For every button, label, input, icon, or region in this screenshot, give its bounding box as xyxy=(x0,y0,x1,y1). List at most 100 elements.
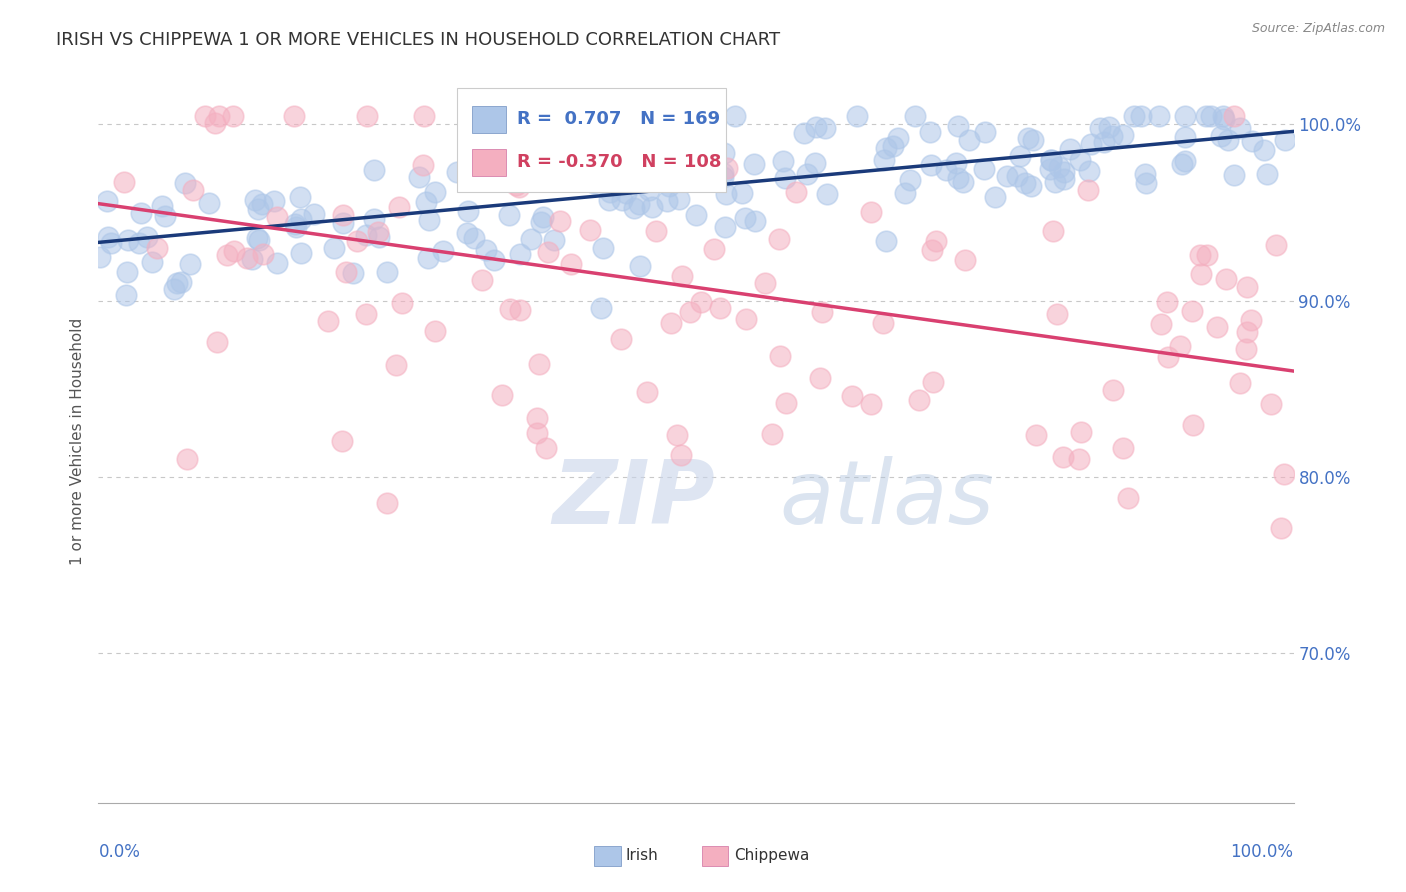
Point xyxy=(1111,128,1133,142)
Point xyxy=(1157,350,1180,364)
Point xyxy=(499,301,522,316)
Point xyxy=(796,167,818,181)
Point xyxy=(1042,223,1064,237)
Point xyxy=(505,178,527,193)
Point xyxy=(247,233,270,247)
Point xyxy=(323,242,346,256)
Point xyxy=(1043,175,1066,189)
Point xyxy=(117,233,139,247)
Point xyxy=(412,109,434,123)
Point xyxy=(332,208,354,222)
Point xyxy=(772,154,794,169)
Point xyxy=(659,317,682,331)
Point xyxy=(356,109,378,123)
Point xyxy=(1209,129,1232,144)
Point xyxy=(1112,441,1135,455)
Point xyxy=(589,301,612,315)
Point xyxy=(984,190,1007,204)
Point xyxy=(432,244,454,259)
Point xyxy=(285,219,308,234)
Point xyxy=(636,169,658,183)
Point xyxy=(179,257,201,271)
Point xyxy=(815,186,838,201)
Point xyxy=(1270,521,1292,535)
Point xyxy=(734,211,756,226)
Point xyxy=(342,267,364,281)
Point xyxy=(456,226,478,240)
Point xyxy=(236,251,259,265)
Point xyxy=(686,109,709,123)
Point xyxy=(945,156,967,170)
Point xyxy=(638,183,661,197)
Point xyxy=(647,143,669,157)
Point xyxy=(240,252,263,266)
Point xyxy=(332,216,354,230)
Point xyxy=(112,176,135,190)
Point xyxy=(283,109,305,123)
Point xyxy=(446,165,468,179)
Point xyxy=(530,215,553,229)
Point xyxy=(645,224,668,238)
Point xyxy=(703,243,725,257)
Point xyxy=(598,194,620,208)
Point xyxy=(423,324,446,338)
Point xyxy=(484,253,506,268)
Point xyxy=(115,265,138,279)
Point xyxy=(208,109,231,123)
Point xyxy=(363,211,385,226)
Point xyxy=(1017,131,1039,145)
Point xyxy=(205,335,228,350)
Point xyxy=(1022,133,1045,147)
Point xyxy=(935,162,957,177)
Point xyxy=(768,349,790,363)
Point xyxy=(1070,425,1092,439)
Point xyxy=(995,169,1018,184)
Point xyxy=(163,281,186,295)
Text: 0.0%: 0.0% xyxy=(98,843,141,861)
Point xyxy=(651,133,673,147)
Point xyxy=(197,195,219,210)
Point xyxy=(170,275,193,289)
Point xyxy=(375,496,398,510)
Point xyxy=(1170,156,1192,170)
Point xyxy=(583,176,606,190)
Bar xyxy=(472,105,506,133)
Point xyxy=(920,158,942,172)
Point xyxy=(974,125,997,139)
Point xyxy=(724,109,747,123)
Point xyxy=(614,186,637,200)
Point xyxy=(922,375,945,389)
Text: 100.0%: 100.0% xyxy=(1230,843,1294,861)
Point xyxy=(583,168,606,182)
Point xyxy=(457,204,479,219)
Point xyxy=(1195,109,1218,123)
Point xyxy=(808,370,831,384)
Point xyxy=(243,193,266,207)
Point xyxy=(129,206,152,220)
Point xyxy=(1240,134,1263,148)
Text: ZIP: ZIP xyxy=(553,456,716,543)
Y-axis label: 1 or more Vehicles in Household: 1 or more Vehicles in Household xyxy=(69,318,84,566)
Point xyxy=(873,153,896,167)
Point xyxy=(679,305,702,319)
Point xyxy=(709,301,731,315)
Point xyxy=(952,175,974,189)
Point xyxy=(97,230,120,244)
Text: Irish: Irish xyxy=(626,848,658,863)
Point xyxy=(1240,312,1263,326)
Point xyxy=(115,288,138,302)
Point xyxy=(1236,325,1258,339)
Point xyxy=(1118,491,1140,505)
Point xyxy=(924,234,946,248)
Point xyxy=(785,185,807,199)
Point xyxy=(1069,153,1091,168)
Point xyxy=(1181,304,1204,318)
Point xyxy=(907,393,929,408)
Point xyxy=(1234,343,1257,357)
Point xyxy=(141,255,163,269)
Point xyxy=(288,190,311,204)
Point xyxy=(176,452,198,467)
Point xyxy=(731,186,754,200)
Point xyxy=(894,186,917,201)
Point xyxy=(921,243,943,257)
